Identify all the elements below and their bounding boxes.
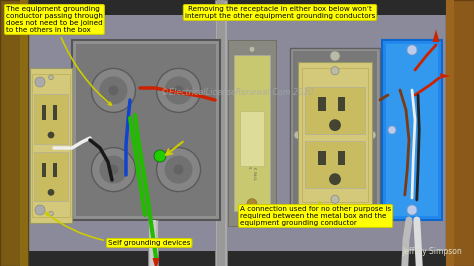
Bar <box>53 105 57 120</box>
Circle shape <box>109 165 118 174</box>
Text: ©ElectricalLicenseRenewal.Com 2020: ©ElectricalLicenseRenewal.Com 2020 <box>161 88 313 97</box>
Bar <box>34 94 68 144</box>
Bar <box>34 152 68 201</box>
Circle shape <box>109 85 118 95</box>
Circle shape <box>49 75 53 80</box>
Bar <box>382 40 442 220</box>
Circle shape <box>35 77 45 87</box>
Circle shape <box>249 214 255 219</box>
Circle shape <box>91 148 136 192</box>
Circle shape <box>249 47 255 52</box>
Circle shape <box>173 165 183 174</box>
Bar <box>298 62 372 208</box>
Bar <box>240 111 264 167</box>
Circle shape <box>164 76 192 104</box>
Circle shape <box>294 131 302 139</box>
Bar <box>446 0 454 266</box>
Bar <box>148 220 158 266</box>
Text: Self grounding devices: Self grounding devices <box>46 213 191 246</box>
Bar <box>76 44 216 216</box>
Circle shape <box>407 205 417 215</box>
Bar <box>53 163 57 177</box>
Bar <box>301 68 368 202</box>
Text: The equipment grounding
conductor passing through
does not need to be joined
to : The equipment grounding conductor passin… <box>6 6 111 105</box>
Circle shape <box>368 131 376 139</box>
Circle shape <box>164 156 192 184</box>
Circle shape <box>247 199 257 209</box>
Bar <box>319 97 326 111</box>
Bar <box>20 0 28 266</box>
Bar <box>32 74 70 217</box>
Circle shape <box>154 150 166 162</box>
Bar <box>290 48 380 222</box>
Bar <box>30 68 72 223</box>
Bar <box>150 220 156 266</box>
Circle shape <box>100 76 128 104</box>
Bar <box>386 44 438 216</box>
Bar <box>28 15 446 251</box>
Circle shape <box>173 85 183 95</box>
Circle shape <box>91 68 136 113</box>
Text: IS OPTION
NON-METALLIC
TYPE X ASTM C1392/C1390: IS OPTION NON-METALLIC TYPE X ASTM C1392… <box>246 126 259 180</box>
Circle shape <box>329 119 341 131</box>
Bar <box>293 51 377 219</box>
Circle shape <box>48 132 55 138</box>
Text: A connection used for no other purpose is
required between the metal box and the: A connection used for no other purpose i… <box>240 201 391 226</box>
Bar <box>338 97 345 111</box>
Polygon shape <box>440 73 450 79</box>
Circle shape <box>48 189 55 196</box>
Circle shape <box>330 51 340 61</box>
Bar <box>42 105 46 120</box>
Polygon shape <box>153 258 159 266</box>
Bar <box>217 0 225 266</box>
Bar <box>305 87 365 134</box>
Bar <box>72 40 220 220</box>
Polygon shape <box>432 30 439 42</box>
Circle shape <box>156 148 201 192</box>
Bar <box>215 0 227 266</box>
Circle shape <box>329 173 341 185</box>
Bar <box>228 40 276 226</box>
Bar <box>446 0 474 266</box>
Circle shape <box>388 126 396 134</box>
Bar <box>319 151 326 165</box>
Bar <box>234 55 270 211</box>
Bar <box>0 0 28 266</box>
Text: Removing the receptacle in either box below won’t
interrupt the other equipment : Removing the receptacle in either box be… <box>185 6 375 19</box>
Circle shape <box>100 156 128 184</box>
Circle shape <box>331 195 339 203</box>
Bar <box>338 151 345 165</box>
Circle shape <box>330 209 340 219</box>
Bar <box>305 141 365 188</box>
Circle shape <box>156 68 201 113</box>
Circle shape <box>49 211 53 216</box>
Circle shape <box>35 205 45 215</box>
Circle shape <box>407 45 417 55</box>
Text: Jeffrey Simpson: Jeffrey Simpson <box>402 247 462 256</box>
Circle shape <box>331 67 339 75</box>
Bar <box>42 163 46 177</box>
